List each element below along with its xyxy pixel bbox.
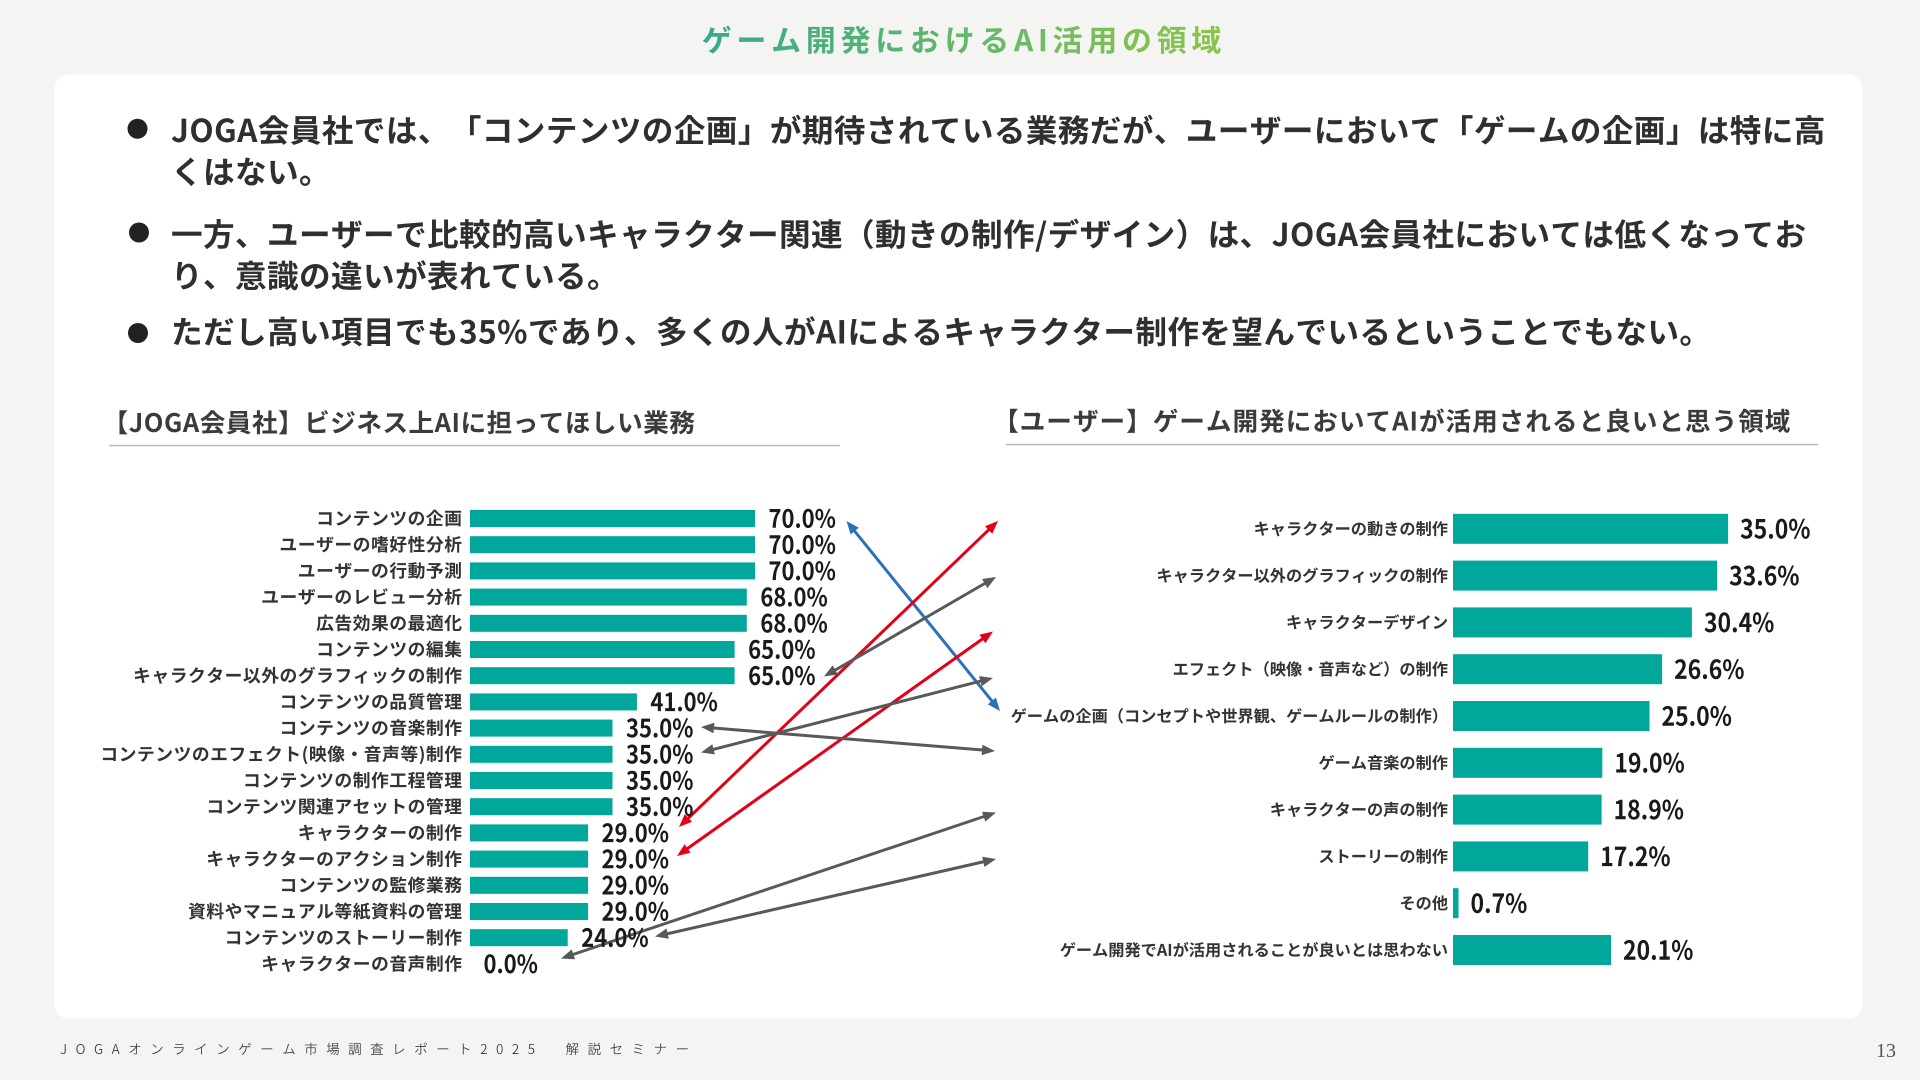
svg-text:13: 13 bbox=[1876, 1040, 1896, 1062]
